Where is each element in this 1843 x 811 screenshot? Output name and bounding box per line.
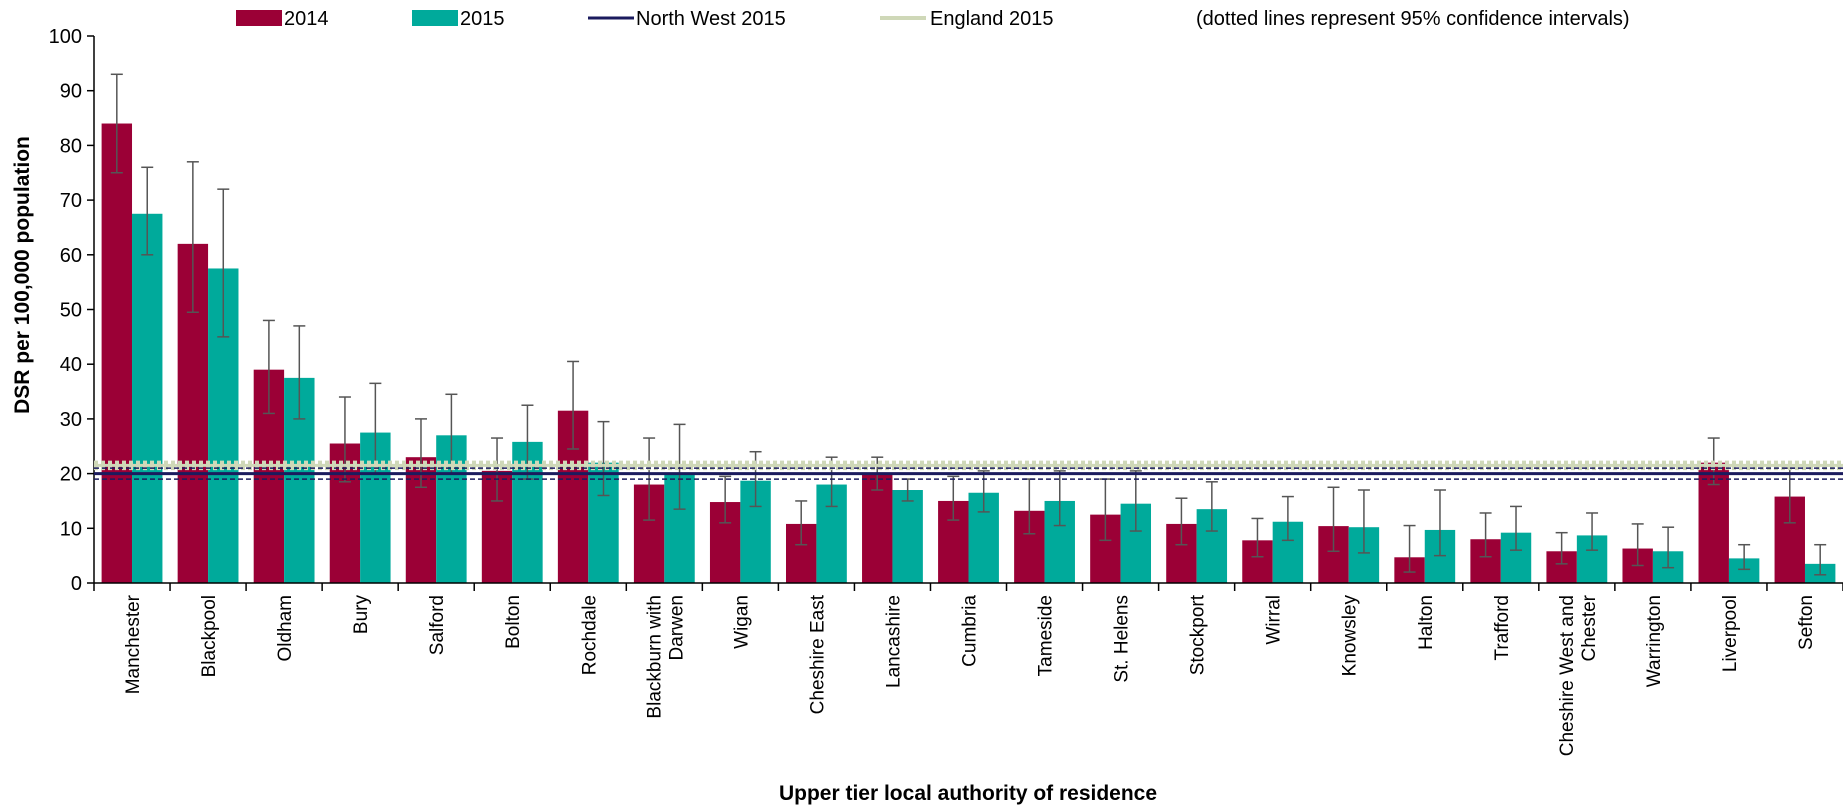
series-2014	[101, 73, 1805, 584]
x-category-label: Tameside	[1036, 595, 1057, 676]
x-category-label-line: Warrington	[1644, 595, 1665, 687]
x-category-label: Liverpool	[1720, 595, 1741, 672]
bars	[101, 73, 1836, 584]
x-category-label: Salford	[427, 595, 448, 655]
x-category-label: Warrington	[1644, 595, 1665, 687]
x-category-label-line: Salford	[427, 595, 448, 655]
bar-2014	[101, 123, 133, 584]
y-tick-label: 10	[60, 518, 82, 540]
x-category-label-line: Wigan	[731, 595, 752, 649]
y-tick-label: 60	[60, 245, 82, 267]
y-tick-label: 100	[49, 26, 82, 48]
bar-2015	[132, 213, 163, 583]
x-category-label: Stockport	[1188, 594, 1209, 675]
legend-item-england: England 2015	[880, 8, 1053, 30]
x-category-label-line: Chester	[1579, 594, 1600, 661]
x-category-label-line: Liverpool	[1720, 595, 1741, 672]
reference-lines	[94, 460, 1843, 480]
legend-item-2015: 2015	[412, 8, 505, 30]
bar-2015	[892, 490, 923, 583]
x-category-label: Cheshire West andChester	[1557, 594, 1600, 756]
legend-label: North West 2015	[636, 8, 786, 30]
legend-label: 2015	[460, 8, 505, 30]
x-category-label: Knowsley	[1340, 595, 1361, 677]
legend: 2014 2015 North West 2015 England 2015 (dott…	[236, 8, 1630, 30]
x-category-label: Blackpool	[199, 595, 220, 677]
x-category-label-line: St. Helens	[1112, 595, 1133, 683]
x-category-label-line: Stockport	[1188, 594, 1209, 675]
legend-note: (dotted lines represent 95% confidence i…	[1196, 8, 1630, 30]
x-axis-title: Upper tier local authority of residence	[779, 782, 1157, 805]
x-axis: Manchester Blackpool Oldham Bury Salford Bolt…	[93, 582, 1843, 756]
y-tick-label: 90	[60, 81, 82, 103]
y-tick-label: 80	[60, 135, 82, 157]
x-category-label: Trafford	[1492, 595, 1513, 660]
x-category-label-line: Rochdale	[579, 595, 600, 675]
legend-swatch	[412, 10, 458, 26]
x-category-label-line: Trafford	[1492, 595, 1513, 660]
x-category-label: Halton	[1416, 595, 1437, 650]
legend-item-north-west: North West 2015	[588, 8, 786, 30]
x-category-label-line: Tameside	[1036, 595, 1057, 676]
x-category-label-line: Blackpool	[199, 595, 220, 677]
x-category-label: Bolton	[503, 595, 524, 649]
x-category-label-line: Blackburn with	[644, 595, 665, 719]
y-axis: 0 10 20 30 40 50 60 70 80 90 100	[49, 26, 95, 595]
x-category-label-line: Sefton	[1796, 595, 1817, 650]
x-category-label: Cheshire East	[807, 594, 828, 714]
x-category-label: St. Helens	[1112, 595, 1133, 683]
legend-label: England 2015	[930, 8, 1053, 30]
x-category-label: Sefton	[1796, 595, 1817, 650]
x-category-label: Bury	[351, 595, 372, 635]
x-category-label-line: Oldham	[275, 595, 296, 662]
y-tick-label: 50	[60, 300, 82, 322]
x-category-label-line: Darwen	[666, 595, 687, 660]
x-category-label-line: Knowsley	[1340, 595, 1361, 677]
x-category-label-line: Manchester	[123, 594, 144, 694]
x-category-label: Lancashire	[883, 595, 904, 688]
bar-2014	[862, 473, 893, 583]
x-category-label: Oldham	[275, 595, 296, 662]
y-tick-label: 40	[60, 354, 82, 376]
x-category-label: Wirral	[1264, 595, 1285, 645]
x-category-label: Manchester	[123, 594, 144, 694]
x-category-label-line: Cheshire West and	[1557, 595, 1578, 756]
legend-label: 2014	[284, 8, 329, 30]
x-category-label-line: Lancashire	[883, 595, 904, 688]
x-category-label: Cumbria	[960, 595, 981, 667]
y-axis-title: DSR per 100,000 population	[11, 136, 34, 414]
y-tick-label: 70	[60, 190, 82, 212]
legend-swatch	[236, 10, 282, 26]
series-2015	[132, 166, 1836, 583]
x-category-label-line: Wirral	[1264, 595, 1285, 645]
y-tick-label: 20	[60, 464, 82, 486]
x-category-label-line: Bolton	[503, 595, 524, 649]
y-tick-label: 30	[60, 409, 82, 431]
x-category-label-line: Bury	[351, 595, 372, 635]
x-category-label: Rochdale	[579, 595, 600, 675]
x-category-label: Blackburn withDarwen	[644, 595, 687, 719]
x-category-label-line: Cheshire East	[807, 594, 828, 714]
x-category-label: Wigan	[731, 595, 752, 649]
x-category-label-line: Halton	[1416, 595, 1437, 650]
y-tick-label: 0	[71, 573, 82, 595]
x-category-label-line: Cumbria	[960, 595, 981, 667]
legend-item-2014: 2014	[236, 8, 329, 30]
